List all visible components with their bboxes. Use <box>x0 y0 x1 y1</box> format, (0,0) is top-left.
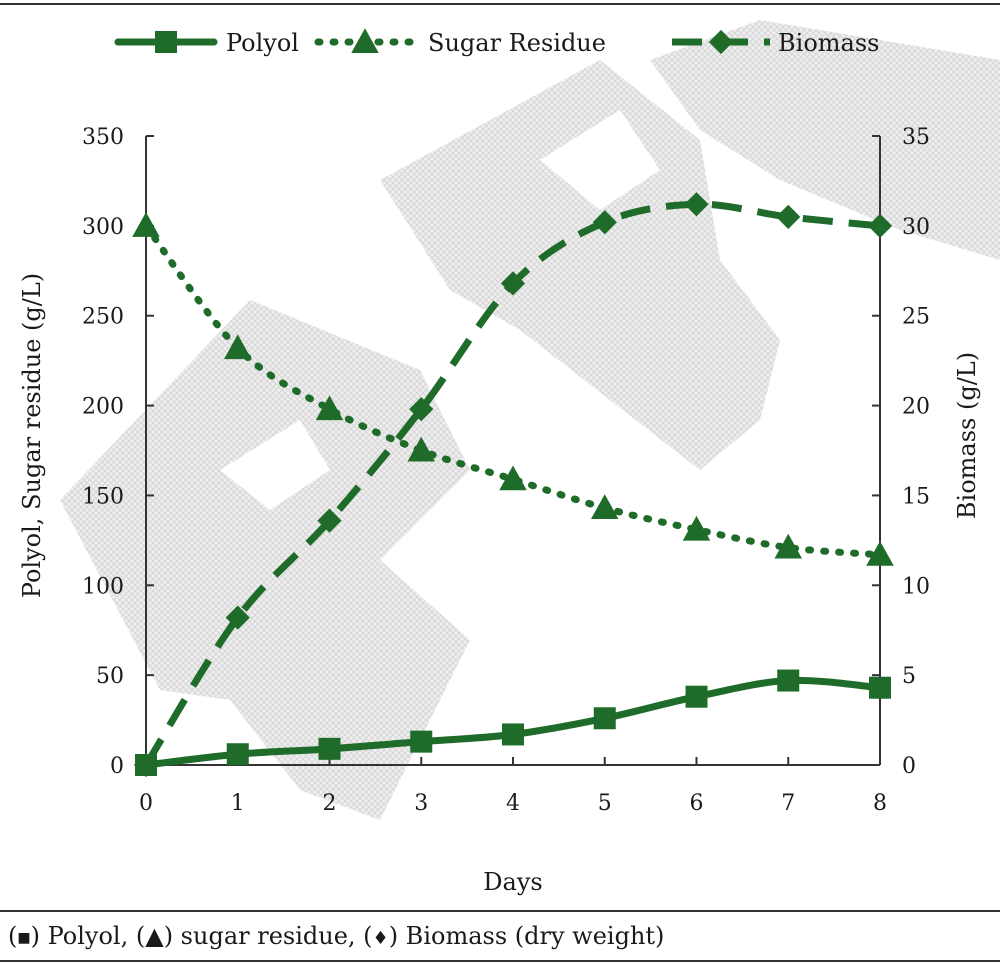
y-tick-label-right: 0 <box>902 754 916 779</box>
y-tick-label-right: 25 <box>902 305 930 330</box>
data-point-sugar-residue <box>774 533 802 559</box>
x-tick-label: 4 <box>506 791 520 816</box>
data-point-polyol <box>226 743 249 766</box>
x-tick-label: 1 <box>231 791 245 816</box>
y-tick-label-right: 30 <box>902 215 930 240</box>
caption-text-4: ) Biomass (dry weight) <box>388 922 665 950</box>
caption-text-3: ) sugar residue, ( <box>163 922 373 950</box>
legend: Polyol Sugar Residue Biomass <box>114 28 879 57</box>
y-axis-title-left: Polyol, Sugar residue (g/L) <box>18 273 46 598</box>
y-tick-label-left: 100 <box>82 574 124 599</box>
data-point-sugar-residue <box>132 212 160 237</box>
x-tick-label: 2 <box>323 791 337 816</box>
x-tick-label: 3 <box>414 791 428 816</box>
watermark-shape-1 <box>60 300 470 820</box>
legend-marker-sugar-residue <box>351 28 379 53</box>
y-tick-label-left: 350 <box>82 125 124 150</box>
watermark <box>60 20 1000 820</box>
legend-label-sugar-residue: Sugar Residue <box>428 29 606 57</box>
data-point-polyol <box>318 737 341 760</box>
x-tick-label: 5 <box>598 791 612 816</box>
data-point-biomass <box>684 192 709 217</box>
data-point-polyol <box>777 669 800 692</box>
data-point-biomass <box>133 752 159 778</box>
y-tick-label-left: 250 <box>82 305 124 330</box>
data-point-sugar-residue <box>866 540 894 566</box>
data-point-polyol <box>685 685 708 708</box>
data-point-biomass <box>409 397 434 422</box>
data-point-polyol <box>593 707 616 730</box>
legend-label-polyol: Polyol <box>226 29 299 57</box>
caption-text-1: ( <box>8 922 18 950</box>
watermark-shape-2 <box>380 60 780 470</box>
square-icon: ■ <box>17 930 31 946</box>
data-point-sugar-residue <box>682 515 711 541</box>
triangle-icon: ▲ <box>145 922 164 950</box>
legend-marker-polyol <box>155 31 177 53</box>
x-tick-label: 0 <box>139 791 153 816</box>
data-point-biomass <box>776 204 801 229</box>
x-tick-label: 8 <box>873 791 887 816</box>
y-tick-label-left: 300 <box>82 215 124 240</box>
y-tick-label-left: 200 <box>82 395 124 420</box>
series-line-biomass <box>143 200 881 767</box>
y-tick-label-right: 5 <box>902 664 916 689</box>
data-point-sugar-residue <box>591 494 619 520</box>
y-tick-label-left: 150 <box>82 484 124 509</box>
data-point-biomass <box>225 605 250 630</box>
x-tick-label: 7 <box>781 791 795 816</box>
legend-marker-biomass <box>708 29 734 55</box>
y-tick-label-right: 35 <box>902 125 930 150</box>
y-axis-title-right: Biomass (g/L) <box>953 352 981 519</box>
y-tick-label-left: 50 <box>96 664 124 689</box>
figure-caption: (■) Polyol, (▲) sugar residue, (♦) Bioma… <box>8 922 664 950</box>
data-point-sugar-residue <box>224 334 252 360</box>
x-axis-title: Days <box>483 868 542 896</box>
x-tick-label: 6 <box>690 791 704 816</box>
data-point-biomass <box>592 210 617 235</box>
legend-label-biomass: Biomass <box>778 29 879 57</box>
data-point-biomass <box>867 213 893 238</box>
y-tick-label-left: 0 <box>110 754 124 779</box>
data-point-polyol <box>502 723 524 746</box>
data-point-sugar-residue <box>407 436 435 462</box>
data-point-polyol <box>410 730 433 753</box>
y-tick-label-right: 10 <box>902 574 930 599</box>
diamond-icon: ♦ <box>372 928 389 949</box>
data-point-biomass <box>317 508 342 533</box>
data-point-sugar-residue <box>499 465 527 491</box>
data-point-sugar-residue <box>315 395 344 421</box>
data-point-biomass <box>500 271 526 296</box>
watermark-shape-3 <box>650 20 1000 260</box>
y-tick-label-right: 20 <box>902 395 930 420</box>
caption-text-2: ) Polyol, ( <box>30 922 146 950</box>
y-tick-label-right: 15 <box>902 484 930 509</box>
data-point-polyol <box>869 676 891 699</box>
plot-lines <box>132 192 894 778</box>
